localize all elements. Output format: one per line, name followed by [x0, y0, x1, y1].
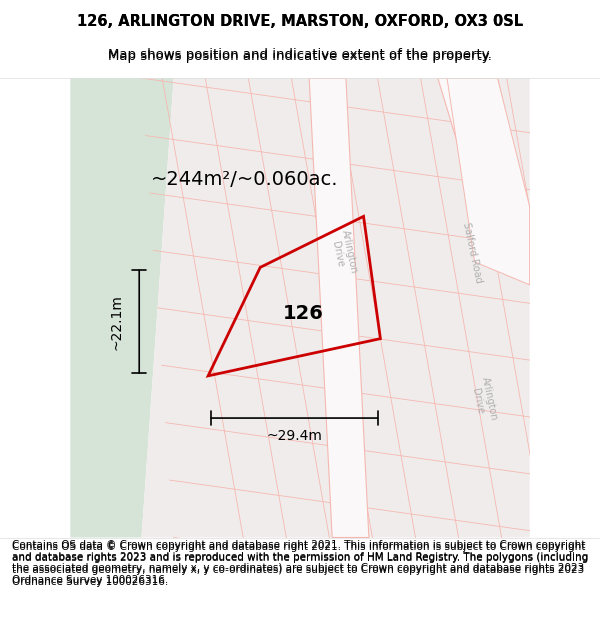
Polygon shape — [309, 78, 369, 538]
Text: 126, ARLINGTON DRIVE, MARSTON, OXFORD, OX3 0SL: 126, ARLINGTON DRIVE, MARSTON, OXFORD, O… — [77, 14, 523, 29]
Text: Contains OS data © Crown copyright and database right 2021. This information is : Contains OS data © Crown copyright and d… — [12, 542, 588, 587]
Text: Map shows position and indicative extent of the property.: Map shows position and indicative extent… — [108, 50, 492, 62]
Polygon shape — [70, 78, 173, 538]
Polygon shape — [438, 78, 530, 285]
Text: Salford Road: Salford Road — [461, 221, 484, 284]
Polygon shape — [447, 78, 530, 285]
Polygon shape — [142, 78, 530, 538]
Text: ~22.1m: ~22.1m — [109, 294, 123, 349]
Text: Arlington
Drive: Arlington Drive — [469, 376, 499, 424]
Text: Arlington
Drive: Arlington Drive — [328, 229, 359, 277]
Text: ~29.4m: ~29.4m — [266, 429, 322, 444]
Text: 126, ARLINGTON DRIVE, MARSTON, OXFORD, OX3 0SL: 126, ARLINGTON DRIVE, MARSTON, OXFORD, O… — [77, 14, 523, 29]
Text: Map shows position and indicative extent of the property.: Map shows position and indicative extent… — [108, 48, 492, 61]
Text: 126: 126 — [283, 304, 323, 323]
Text: ~244m²/~0.060ac.: ~244m²/~0.060ac. — [151, 169, 338, 189]
Text: Contains OS data © Crown copyright and database right 2021. This information is : Contains OS data © Crown copyright and d… — [12, 540, 588, 585]
